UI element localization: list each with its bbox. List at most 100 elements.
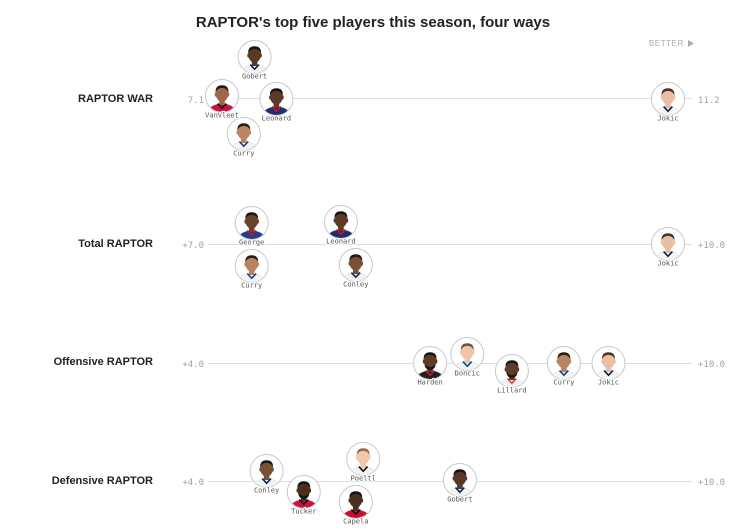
head-shape <box>453 470 467 486</box>
jersey-collar <box>350 272 361 279</box>
range-max-label: +10.0 <box>698 241 725 251</box>
player-marker-vanvleet <box>205 79 239 113</box>
player-headshot <box>207 85 237 112</box>
hair-shape <box>245 255 259 263</box>
better-label: BETTER <box>649 39 684 48</box>
player-name-label: Curry <box>553 379 574 387</box>
row-label: Defensive RAPTOR <box>52 475 153 487</box>
hair-shape <box>356 448 370 456</box>
hair-shape <box>269 88 283 96</box>
player-headshot <box>251 460 282 487</box>
player-headshot <box>653 88 683 115</box>
player-name-label: Jokic <box>657 115 678 123</box>
player-headshot <box>239 46 270 73</box>
hair-shape <box>260 460 274 468</box>
hair-shape <box>505 360 519 368</box>
player-name-label: Conley <box>254 487 279 495</box>
head-shape <box>349 255 362 271</box>
player-marker-curry <box>546 346 581 380</box>
player-name-label: Doncic <box>455 370 480 378</box>
beard-shape <box>506 371 518 378</box>
hair-shape <box>334 211 348 219</box>
player-name-label: Curry <box>241 282 262 290</box>
player-name-label: Gobert <box>447 496 472 504</box>
head-shape <box>260 461 273 477</box>
range-min-label: +7.0 <box>182 241 204 251</box>
head-shape <box>334 212 348 228</box>
player-marker-leonard <box>259 82 294 116</box>
better-indicator: BETTER <box>649 39 694 48</box>
player-headshot <box>452 343 482 370</box>
player-name-label: Conley <box>343 281 368 289</box>
player-headshot <box>236 255 267 282</box>
hair-shape <box>248 46 262 54</box>
player-name-label: Capela <box>343 518 368 526</box>
head-shape <box>349 492 362 508</box>
row-label: RAPTOR WAR <box>78 93 153 105</box>
head-shape <box>237 124 250 140</box>
head-shape <box>245 213 258 229</box>
head-shape <box>215 86 229 102</box>
player-name-label: Tucker <box>291 508 316 516</box>
jersey-collar <box>350 509 361 516</box>
jersey-collar <box>454 487 465 494</box>
player-marker-tucker <box>286 475 321 509</box>
player-name-label: Jokic <box>657 260 678 268</box>
row-total-raptor: Total RAPTOR +7.0 +10.0 Jokic Conley Leona… <box>78 205 725 291</box>
player-headshot <box>497 360 527 387</box>
player-name-label: Curry <box>233 150 254 158</box>
jersey-collar <box>358 466 369 473</box>
player-headshot <box>593 352 624 379</box>
player-markers <box>205 40 685 151</box>
hair-shape <box>349 254 363 262</box>
jersey-collar <box>558 370 569 377</box>
row-label: Offensive RAPTOR <box>54 356 153 368</box>
jersey-collar <box>335 229 346 236</box>
chart-title: RAPTOR's top five players this season, f… <box>196 14 550 31</box>
player-marker-conley <box>249 454 284 488</box>
hair-shape <box>245 212 259 220</box>
hair-shape <box>557 352 571 360</box>
player-marker-leonard <box>323 205 358 239</box>
jersey-collar <box>271 106 282 113</box>
range-max-label: 11.2 <box>698 96 720 106</box>
player-marker-curry <box>226 117 261 151</box>
jersey-collar <box>462 361 473 368</box>
head-shape <box>461 344 474 360</box>
player-marker-curry <box>234 249 269 283</box>
jersey-collar <box>217 103 227 110</box>
player-name-label: Lillard <box>497 387 527 395</box>
player-name-label: VanVleet <box>205 112 239 120</box>
player-marker-jokic <box>651 227 685 261</box>
jersey-collar <box>663 106 673 113</box>
jersey-collar <box>506 378 517 385</box>
hair-shape <box>297 481 311 489</box>
head-shape <box>661 89 675 105</box>
jersey-collar <box>663 251 673 258</box>
player-headshot <box>236 212 267 239</box>
head-shape <box>248 47 261 63</box>
head-shape <box>423 353 437 369</box>
beard-shape <box>298 492 310 499</box>
player-name-label: Leonard <box>262 115 292 123</box>
player-marker-gobert <box>237 40 272 74</box>
player-markers <box>234 205 685 283</box>
jersey-collar <box>298 499 309 506</box>
head-shape <box>270 89 283 105</box>
player-headshot <box>549 352 579 379</box>
range-min-label: +4.0 <box>182 360 204 370</box>
row-offensive-raptor: Offensive RAPTOR +4.0 +10.0 Jokic Curry Li… <box>54 337 725 396</box>
hair-shape <box>661 88 675 96</box>
hair-shape <box>237 123 251 131</box>
player-headshot <box>341 491 371 518</box>
jersey-collar <box>261 478 272 485</box>
hair-shape <box>661 233 675 241</box>
player-headshot <box>341 254 371 281</box>
hair-shape <box>453 469 467 477</box>
player-marker-jokic <box>591 346 626 380</box>
head-shape <box>557 353 571 369</box>
player-headshot <box>289 481 319 508</box>
player-name-label: Harden <box>417 379 442 387</box>
row-raptor-war: RAPTOR WAR 7.1 11.2 Jokic Leonard Gobert Cu… <box>78 40 720 159</box>
